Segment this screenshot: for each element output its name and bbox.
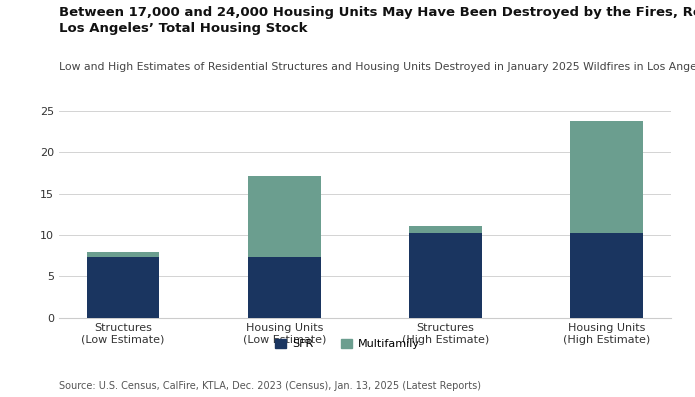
Bar (248, 175, 320, 257)
Bar (409, 233, 482, 318)
Text: Between 17,000 and 24,000 Housing Units May Have Been Destroyed by the Fires, Ro: Between 17,000 and 24,000 Housing Units … (59, 6, 695, 35)
Bar (409, 226, 482, 233)
Bar (248, 257, 320, 318)
Text: Low and High Estimates of Residential Structures and Housing Units Destroyed in : Low and High Estimates of Residential St… (59, 62, 695, 71)
Legend: SFR, Multifamily: SFR, Multifamily (271, 335, 424, 354)
Text: Source: U.S. Census, CalFire, KTLA, Dec. 2023 (Census), Jan. 13, 2025 (Latest Re: Source: U.S. Census, CalFire, KTLA, Dec.… (59, 381, 481, 391)
Bar (571, 121, 643, 233)
Bar (87, 257, 159, 318)
Bar (87, 252, 159, 257)
Bar (571, 233, 643, 318)
